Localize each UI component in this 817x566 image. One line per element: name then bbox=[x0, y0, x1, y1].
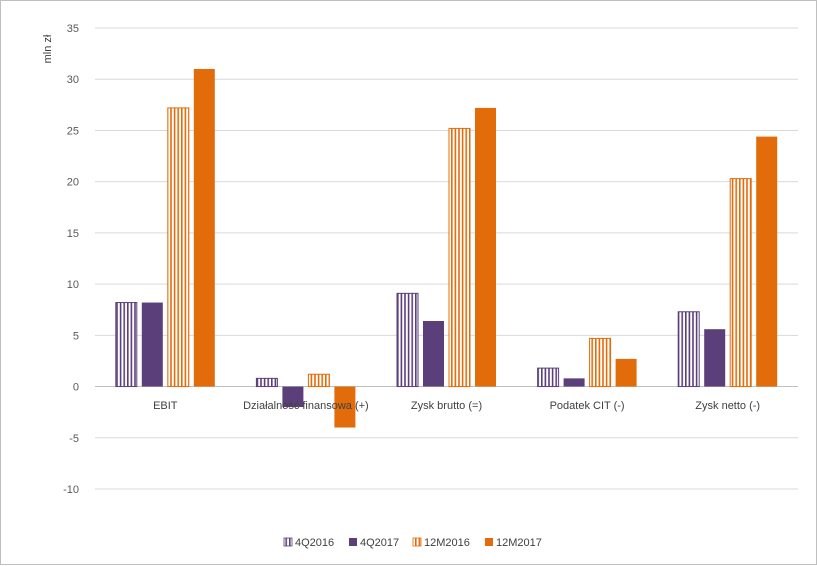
y-tick-label: 25 bbox=[67, 125, 79, 137]
legend-swatch-12M2016 bbox=[412, 537, 422, 547]
legend-label: 12M2017 bbox=[496, 537, 542, 549]
bar-4Q2016-0 bbox=[115, 302, 138, 388]
bar-12M2016-0 bbox=[167, 107, 190, 388]
bar-4Q2017-3 bbox=[563, 378, 585, 387]
bar-4Q2016-2 bbox=[396, 292, 419, 388]
y-tick-label: 10 bbox=[67, 279, 79, 291]
legend-label: 4Q2017 bbox=[360, 537, 399, 549]
y-tick-label: -10 bbox=[63, 484, 79, 496]
y-axis-title: mln zł bbox=[42, 34, 54, 63]
bar-4Q2017-1 bbox=[282, 386, 304, 408]
bar-4Q2016-4 bbox=[677, 311, 700, 388]
legend-label: 12M2016 bbox=[424, 537, 470, 549]
bar-4Q2017-2 bbox=[423, 320, 444, 387]
legend-label: 4Q2016 bbox=[295, 537, 334, 549]
bar-12M2016-2 bbox=[448, 127, 471, 388]
bar-12M2017-3 bbox=[615, 358, 637, 387]
y-tick-label: 15 bbox=[67, 228, 79, 240]
y-tick-label: 0 bbox=[73, 382, 79, 394]
y-tick-label: 20 bbox=[67, 177, 79, 189]
bar-12M2017-0 bbox=[193, 68, 215, 387]
y-tick-label: 35 bbox=[67, 23, 79, 35]
legend: 4Q2016 4Q2017 12M2016 12M2017 bbox=[283, 537, 542, 549]
legend-swatch-4Q2016 bbox=[283, 537, 293, 547]
bars bbox=[115, 68, 778, 428]
bar-12M2017-4 bbox=[756, 136, 778, 387]
category-label: Zysk netto (-) bbox=[695, 400, 760, 412]
bar-12M2016-3 bbox=[589, 337, 612, 388]
bar-12M2017-1 bbox=[334, 386, 356, 428]
category-label: Podatek CIT (-) bbox=[550, 400, 625, 412]
category-labels: EBIT Działalność finansowa (+) Zysk brutto… bbox=[153, 400, 760, 412]
y-tick-label: 30 bbox=[67, 74, 79, 86]
category-label: Zysk brutto (=) bbox=[411, 400, 482, 412]
legend-swatch-4Q2017 bbox=[349, 538, 357, 546]
bar-12M2017-2 bbox=[475, 107, 496, 387]
legend-swatch-12M2017 bbox=[485, 538, 493, 546]
bar-4Q2016-3 bbox=[537, 367, 560, 388]
bar-12M2016-4 bbox=[729, 178, 752, 388]
bar-4Q2016-1 bbox=[255, 377, 278, 388]
bar-4Q2017-4 bbox=[704, 329, 726, 387]
y-tick-label: 5 bbox=[73, 330, 79, 342]
y-axis-ticks: 35 30 25 20 15 10 5 0 -5 -10 bbox=[63, 23, 79, 496]
bar-12M2016-1 bbox=[307, 373, 330, 388]
bar-4Q2017-0 bbox=[141, 302, 163, 387]
category-label: EBIT bbox=[153, 400, 178, 412]
y-tick-label: -5 bbox=[69, 433, 79, 445]
category-label: Działalność finansowa (+) bbox=[243, 400, 369, 412]
